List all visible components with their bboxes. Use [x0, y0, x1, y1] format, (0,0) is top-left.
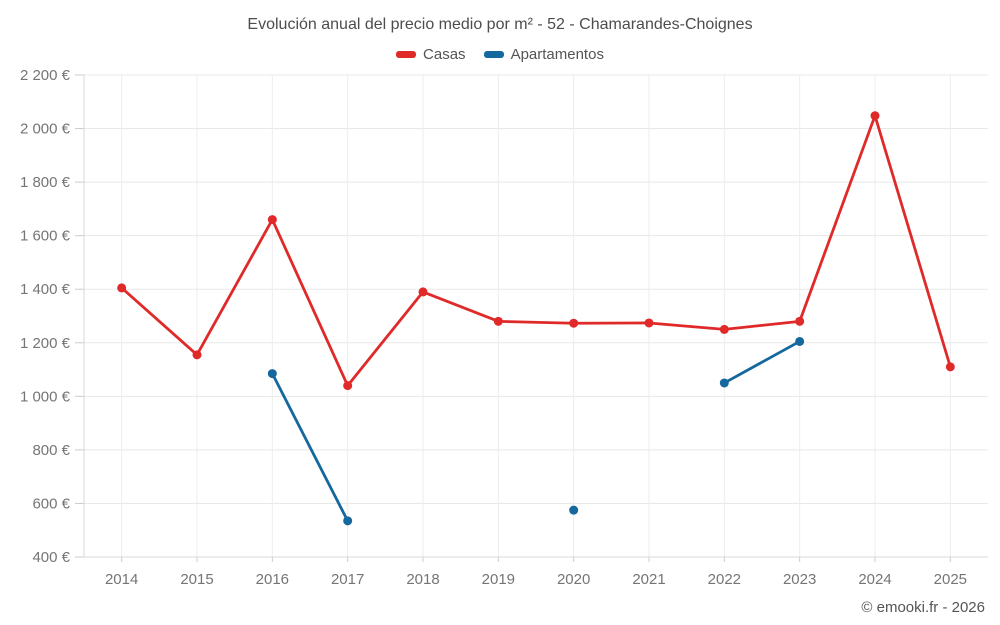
y-tick-label: 1 600 € [20, 228, 71, 245]
data-point-casas-2020[interactable] [569, 318, 579, 328]
y-tick-label: 2 200 € [20, 67, 71, 84]
y-tick-label: 2 000 € [20, 121, 71, 138]
legend-swatch-casas [396, 51, 417, 58]
x-tick-label: 2023 [783, 571, 816, 588]
legend-label-casas: Casas [423, 46, 466, 63]
x-tick-label: 2017 [331, 571, 364, 588]
y-tick-label: 1 000 € [20, 388, 71, 405]
y-tick-label: 800 € [32, 442, 70, 459]
chart-title: Evolución anual del precio medio por m² … [247, 16, 753, 33]
y-tick-label: 1 800 € [20, 174, 71, 191]
data-point-apartamentos-2016[interactable] [267, 369, 277, 379]
x-tick-label: 2021 [632, 571, 665, 588]
series-line-apartamentos [270, 372, 350, 523]
data-point-casas-2021[interactable] [644, 318, 654, 328]
data-point-casas-2018[interactable] [418, 287, 428, 297]
copyright-text: © emooki.fr - 2026 [861, 599, 985, 616]
x-tick-label: 2025 [934, 571, 967, 588]
series-line-casas [120, 114, 952, 388]
data-point-casas-2019[interactable] [493, 316, 503, 326]
legend-label-apartamentos: Apartamentos [510, 46, 604, 63]
data-point-casas-2014[interactable] [117, 283, 127, 293]
x-tick-label: 2015 [180, 571, 213, 588]
x-tick-label: 2022 [708, 571, 741, 588]
x-tick-label: 2016 [256, 571, 289, 588]
data-point-casas-2025[interactable] [945, 362, 955, 372]
y-tick-label: 1 200 € [20, 335, 71, 352]
x-tick-label: 2024 [858, 571, 891, 588]
data-point-casas-2016[interactable] [267, 215, 277, 225]
data-point-apartamentos-2020[interactable] [569, 505, 579, 515]
data-point-casas-2017[interactable] [343, 381, 353, 391]
data-point-casas-2024[interactable] [870, 111, 880, 121]
x-tick-label: 2020 [557, 571, 590, 588]
data-point-apartamentos-2023[interactable] [795, 336, 805, 346]
x-tick-label: 2014 [105, 571, 138, 588]
data-point-casas-2022[interactable] [719, 324, 729, 334]
y-tick-label: 1 400 € [20, 281, 71, 298]
y-tick-label: 600 € [32, 495, 70, 512]
series-line-apartamentos [722, 340, 802, 385]
x-tick-label: 2019 [482, 571, 515, 588]
data-point-casas-2023[interactable] [795, 316, 805, 326]
chart-legend: Casas Apartamentos [0, 46, 1000, 63]
data-point-casas-2015[interactable] [192, 350, 202, 360]
data-point-apartamentos-2017[interactable] [343, 516, 353, 526]
legend-item-apartamentos[interactable]: Apartamentos [483, 46, 604, 63]
legend-item-casas[interactable]: Casas [396, 46, 466, 63]
legend-swatch-apartamentos [483, 51, 504, 58]
x-tick-label: 2018 [406, 571, 439, 588]
data-point-apartamentos-2022[interactable] [719, 378, 729, 388]
y-tick-label: 400 € [32, 549, 70, 566]
